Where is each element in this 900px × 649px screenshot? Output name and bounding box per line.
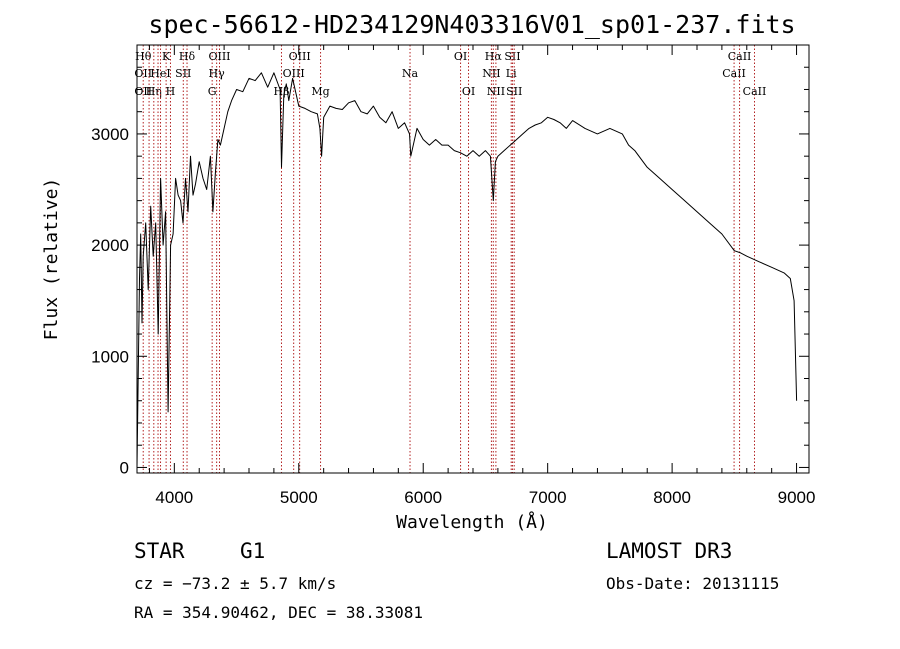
line-marker-label: SII bbox=[175, 67, 191, 80]
x-tick-label: 4000 bbox=[155, 488, 193, 507]
line-marker-label: CaII bbox=[743, 85, 767, 98]
line-marker-label: NII bbox=[487, 85, 505, 98]
line-marker-label: CaII bbox=[728, 50, 752, 63]
x-axis-label: Wavelength (Å) bbox=[396, 511, 548, 533]
line-marker-label: Hθ bbox=[135, 50, 152, 63]
line-marker-label: OIII bbox=[283, 67, 305, 80]
line-marker-label: Hγ bbox=[209, 67, 226, 80]
line-marker-label: Na bbox=[402, 67, 419, 80]
y-tick-label: 0 bbox=[120, 458, 129, 477]
line-markers: HθOIIOIIHηHeIKHSIIHδGHγOIIIHβOIIIOIIIMgN… bbox=[134, 45, 766, 473]
line-marker-label: Li bbox=[506, 67, 517, 80]
line-marker-label: SII bbox=[504, 50, 520, 63]
coordinates: RA = 354.90462, DEC = 38.33081 bbox=[134, 603, 423, 622]
line-marker-label: OII bbox=[134, 85, 152, 98]
redshift-cz: cz = −73.2 ± 5.7 km/s bbox=[134, 574, 337, 593]
y-tick-label: 1000 bbox=[91, 347, 129, 366]
x-tick-label: 5000 bbox=[280, 488, 318, 507]
line-marker-label: Mg bbox=[311, 85, 329, 98]
line-marker-label: HeI bbox=[150, 67, 170, 80]
line-marker-label: Hα bbox=[485, 50, 503, 63]
line-marker-label: CaII bbox=[722, 67, 746, 80]
line-marker-label: Hδ bbox=[179, 50, 196, 63]
line-marker-label: G bbox=[208, 85, 217, 98]
y-tick-label: 3000 bbox=[91, 125, 129, 144]
x-tick-label: 9000 bbox=[778, 488, 816, 507]
y-axis-label: Flux (relative) bbox=[41, 178, 62, 341]
line-marker-label: OI bbox=[462, 85, 475, 98]
series-line-spectrum bbox=[136, 72, 798, 468]
line-marker-label: OII bbox=[134, 67, 152, 80]
line-marker-label: SII bbox=[506, 85, 522, 98]
object-class: STAR bbox=[134, 539, 185, 563]
line-marker-label: NII bbox=[482, 67, 500, 80]
line-marker-label: H bbox=[166, 85, 176, 98]
x-tick-label: 7000 bbox=[529, 488, 567, 507]
x-tick-label: 8000 bbox=[653, 488, 691, 507]
line-marker-label: OIII bbox=[289, 50, 311, 63]
plot-frame bbox=[136, 44, 810, 474]
line-marker-label: Hη bbox=[146, 85, 162, 98]
chart-title: spec-56612-HD234129N403316V01_sp01-237.f… bbox=[148, 10, 795, 39]
axis-ticks: 4000 5000 6000 7000 8000 9000 0 1000 2000 3000 bbox=[91, 45, 815, 507]
line-marker-label: OI bbox=[454, 50, 467, 63]
line-marker-label: K bbox=[162, 50, 171, 63]
subclass: G1 bbox=[240, 539, 266, 563]
spectrum-series bbox=[136, 72, 798, 468]
x-tick-label: 6000 bbox=[404, 488, 442, 507]
line-marker-label: OIII bbox=[208, 50, 230, 63]
survey-label: LAMOST DR3 bbox=[606, 539, 733, 563]
y-tick-label: 2000 bbox=[91, 236, 129, 255]
obs-date: Obs-Date: 20131115 bbox=[606, 574, 780, 593]
